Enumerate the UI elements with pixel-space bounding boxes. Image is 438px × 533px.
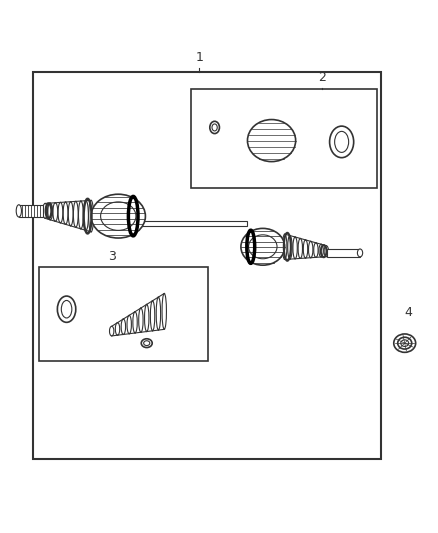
- Bar: [39, 266, 208, 361]
- Bar: [33, 71, 381, 459]
- Bar: [327, 249, 360, 257]
- Ellipse shape: [357, 249, 363, 257]
- Text: 2: 2: [318, 71, 326, 84]
- Ellipse shape: [91, 194, 145, 238]
- Text: 4: 4: [404, 306, 412, 319]
- Bar: [132, 221, 247, 227]
- Text: 3: 3: [108, 251, 116, 263]
- Ellipse shape: [247, 119, 296, 161]
- Bar: [191, 89, 377, 188]
- Text: 1: 1: [195, 51, 203, 64]
- Bar: [19, 205, 43, 217]
- Ellipse shape: [394, 334, 416, 352]
- Ellipse shape: [241, 229, 285, 265]
- Ellipse shape: [16, 205, 21, 217]
